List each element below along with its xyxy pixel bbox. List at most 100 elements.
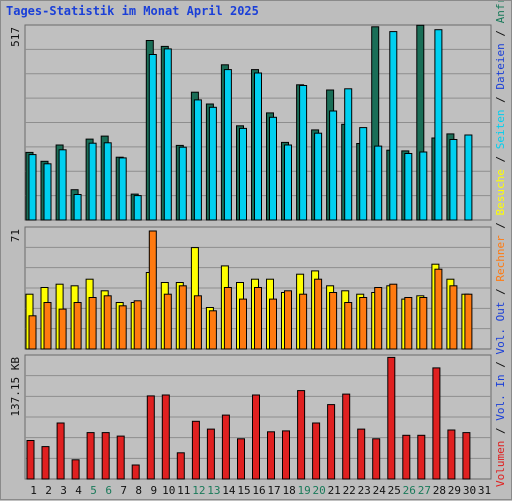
bar-dateien-day-19 <box>299 85 308 221</box>
x-tick-label-day-20: 20 <box>312 484 325 497</box>
legend-rechner: Rechner <box>494 235 507 282</box>
bar-volumen-day-6 <box>101 432 110 480</box>
bar-rechner-day-30 <box>464 293 473 350</box>
legend-sep2: / <box>494 90 507 110</box>
bar-volumen-day-4 <box>71 459 80 480</box>
x-tick-label-day-11: 11 <box>177 484 190 497</box>
bar-volumen-day-18 <box>282 430 290 480</box>
bar-volumen-day-8 <box>131 464 140 480</box>
bar-volumen-day-20 <box>312 422 321 480</box>
bar-rechner-day-18 <box>284 290 292 350</box>
bar-volumen-day-22 <box>342 393 351 480</box>
bar-rechner-day-11 <box>178 285 187 350</box>
bar-dateien-day-7 <box>118 157 127 221</box>
legend-sep1: / <box>494 23 507 43</box>
bar-volumen-day-10 <box>161 394 170 480</box>
bar-dateien-day-11 <box>178 146 187 221</box>
bar-dateien-day-18 <box>284 144 292 221</box>
x-tick-label-day-4: 4 <box>75 484 82 497</box>
bar-dateien-day-10 <box>163 48 172 221</box>
legend-dateien: Dateien <box>494 43 507 89</box>
y-axis-max-label: 517 <box>9 27 22 47</box>
legend-sep7: / <box>494 421 507 441</box>
legend-besuche: Besuche <box>494 169 507 215</box>
legend-sep6: / <box>494 355 507 375</box>
y-axis-max-label: 137.15 KB <box>9 357 22 417</box>
x-tick-label-day-18: 18 <box>282 484 295 497</box>
panel-top: 517 <box>9 24 492 221</box>
bar-dateien-day-13 <box>208 106 217 221</box>
bar-volumen-day-30 <box>462 432 471 480</box>
bar-volumen-day-25 <box>387 356 396 480</box>
bar-volumen-day-11 <box>176 452 185 480</box>
bar-rechner-day-23 <box>359 297 368 350</box>
x-tick-label-day-15: 15 <box>237 484 250 497</box>
bar-rechner-day-26 <box>404 297 413 350</box>
bar-dateien-day-15 <box>239 127 247 221</box>
bar-volumen-day-3 <box>56 422 65 480</box>
bar-rechner-day-3 <box>58 308 67 350</box>
bar-volumen-day-12 <box>191 420 200 480</box>
x-tick-label-day-7: 7 <box>120 484 127 497</box>
bar-rechner-day-6 <box>103 295 112 350</box>
bar-dateien-day-27 <box>419 151 428 221</box>
bar-dateien-day-4 <box>73 194 82 221</box>
x-tick-label-day-8: 8 <box>135 484 142 497</box>
x-tick-label-day-14: 14 <box>222 484 236 497</box>
x-tick-label-day-30: 30 <box>463 484 476 497</box>
bar-volumen-day-24 <box>372 438 381 480</box>
x-tick-label-day-12: 12 <box>192 484 205 497</box>
bar-rechner-day-9 <box>148 230 157 350</box>
bar-dateien-day-29 <box>449 139 458 221</box>
legend-seiten: Seiten <box>494 109 507 149</box>
bar-rechner-day-4 <box>73 302 82 350</box>
x-tick-label-day-16: 16 <box>252 484 265 497</box>
x-tick-label-day-9: 9 <box>150 484 157 497</box>
x-tick-label-day-25: 25 <box>388 484 401 497</box>
bar-rechner-day-1 <box>28 315 37 350</box>
legend-sep3: / <box>494 149 507 169</box>
bar-volumen-day-19 <box>297 390 306 480</box>
bar-dateien-day-1 <box>28 154 37 221</box>
bar-volumen-day-26 <box>402 434 411 480</box>
panel-middle: 71 <box>9 226 492 350</box>
bar-rechner-day-27 <box>419 297 428 350</box>
bar-rechner-day-13 <box>208 310 217 350</box>
x-tick-label-day-31: 31 <box>478 484 491 497</box>
bar-volumen-day-27 <box>417 434 426 480</box>
bar-rechner-day-7 <box>118 305 127 350</box>
x-tick-label-day-17: 17 <box>267 484 280 497</box>
bar-rechner-day-19 <box>299 293 308 350</box>
bar-rechner-day-17 <box>269 298 277 350</box>
bar-dateien-day-20 <box>314 132 323 221</box>
bar-rechner-day-10 <box>163 293 172 350</box>
x-tick-label-day-27: 27 <box>418 484 431 497</box>
bar-dateien-day-22 <box>344 88 353 221</box>
bar-dateien-day-25 <box>389 31 398 221</box>
bar-rechner-day-2 <box>43 302 52 350</box>
bar-dateien-day-8 <box>133 195 142 221</box>
bar-volumen-day-23 <box>357 428 366 480</box>
x-tick-label-day-2: 2 <box>45 484 52 497</box>
bar-rechner-day-5 <box>88 297 97 350</box>
x-tick-label-day-10: 10 <box>162 484 175 497</box>
bar-volumen-day-2 <box>41 446 50 480</box>
bar-rechner-day-21 <box>329 292 338 350</box>
bar-volumen-day-7 <box>116 435 125 480</box>
x-tick-label-day-22: 22 <box>343 484 356 497</box>
bar-volumen-day-13 <box>206 428 215 480</box>
bar-dateien-day-23 <box>359 127 368 221</box>
right-legend: Volumen / Vol. In / Vol. Out / Rechner /… <box>494 1 507 487</box>
x-tick-label-day-28: 28 <box>433 484 446 497</box>
legend-sep4: / <box>494 215 507 235</box>
bar-volumen-day-1 <box>26 440 35 480</box>
bar-volumen-day-9 <box>146 395 155 480</box>
legend-vol-out: Vol. Out <box>494 302 507 355</box>
bar-volumen-day-21 <box>327 404 336 480</box>
legend-volumen: Volumen <box>494 441 507 487</box>
bar-dateien-day-9 <box>148 54 157 221</box>
bar-dateien-day-12 <box>193 99 202 221</box>
bar-rechner-day-8 <box>133 300 142 350</box>
